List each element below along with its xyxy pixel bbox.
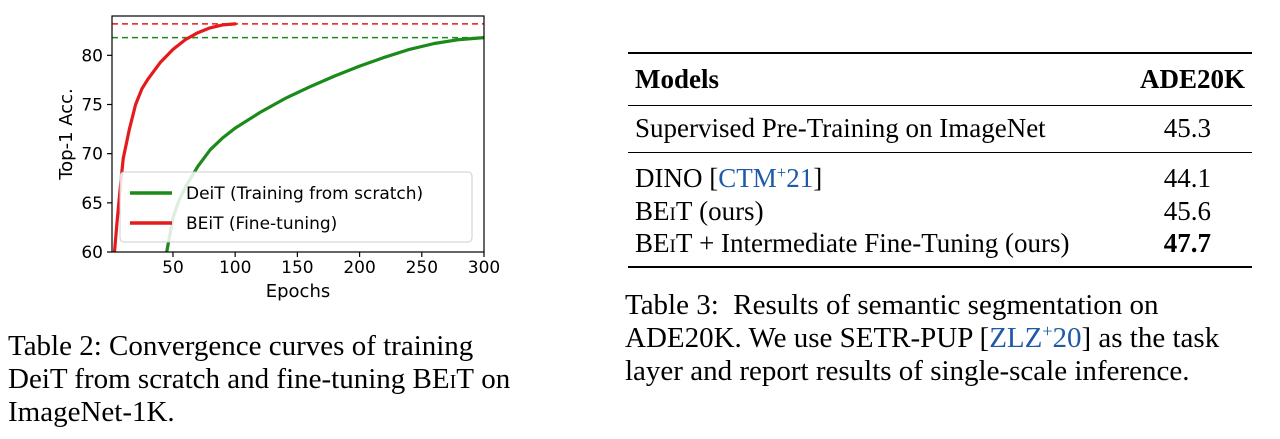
row-model-end: + Intermediate Fine-Tuning (ours) [692,228,1070,258]
plot-frame [111,15,485,253]
y-tick-label: 65 [81,194,103,214]
x-tick-label: 150 [281,258,313,278]
row-model: BEiT (ours) [635,196,764,226]
row-model-end: ] [813,163,823,193]
citation-year: 20 [1052,322,1082,354]
table3-caption-line3: layer and report results of single-scale… [625,355,1190,387]
y-tick-label: 80 [81,46,103,66]
x-tick-label: 300 [468,258,500,278]
row-model-end: (ours) [692,196,764,226]
table-header-rule [628,105,1252,106]
table-top-rule [628,52,1252,54]
y-tick-label: 70 [81,145,103,165]
table-row: Supervised Pre-Training on ImageNet 45.3 [635,112,1245,144]
y-axis-label: Top-1 Acc. [56,88,77,181]
table-row: BEiT (ours) 45.6 [635,195,1245,227]
y-tick-label: 60 [81,243,103,263]
citation-year: 21 [786,163,814,193]
beit-smallcaps: EiT [653,196,693,226]
x-tick-label: 250 [406,258,438,278]
citation-text: ZLZ [989,322,1043,354]
table2-caption: Table 2: Convergence curves of training … [8,330,568,429]
citation-link[interactable]: CTM+21 [718,163,813,193]
table3-caption-line2-text: ADE20K. We use SETR-PUP [ [625,322,990,354]
row-model: Supervised Pre-Training on ImageNet [635,113,1046,143]
table3-caption-line2-end: ] as the task [1081,322,1220,354]
citation-text: CTM [718,163,777,193]
table2-caption-line2: DeiT from scratch and fine-tuning BEiT o… [8,363,568,396]
y-tick-label: 75 [81,96,103,116]
chart-svg: 50 100 150 200 250 300 60 65 70 75 80 Epochs Top-1 A… [56,15,500,302]
table2-caption-line2-text: DeiT from scratch and fine-tuning B [8,363,432,395]
row-model: DINO [CTM+21] [635,163,822,193]
table3-caption-line2: ADE20K. We use SETR-PUP [ZLZ+20] as the … [625,322,1275,355]
table-mid-rule [628,152,1252,153]
row-value: 45.6 [1163,196,1211,226]
table2-caption-line2-end: on [473,363,511,395]
row-value: 45.3 [1163,113,1211,143]
beit-smallcaps: EiT [431,363,474,395]
table3-caption-line1: Table 3: Results of semantic segmentatio… [625,289,1159,321]
x-axis-label: Epochs [266,281,331,302]
x-tick-label: 50 [162,258,184,278]
row-model: BEiT + Intermediate Fine-Tuning (ours) [635,228,1070,258]
row-model-b: B [635,228,654,258]
table2-caption-line3: ImageNet-1K. [8,396,175,428]
x-tick-label: 200 [343,258,375,278]
table-header-row: Models ADE20K [635,63,1245,95]
legend-label: BEiT (Fine-tuning) [186,214,337,234]
legend-label: DeiT (Training from scratch) [186,184,423,204]
row-value-best: 47.7 [1163,228,1211,258]
row-model-text: DINO [ [635,163,719,193]
table-row: DINO [CTM+21] 44.1 [635,162,1245,194]
x-tick-label: 100 [219,258,251,278]
convergence-chart: 50 100 150 200 250 300 60 65 70 75 80 Epochs Top-1 A… [0,0,520,310]
header-ade20k: ADE20K [1139,64,1245,94]
table-bottom-rule [628,266,1252,268]
citation-sup: + [1042,321,1053,342]
citation-link[interactable]: ZLZ+20 [989,322,1081,354]
row-model-b: B [635,196,654,226]
row-value: 44.1 [1163,163,1211,193]
legend-box [119,171,473,243]
table-row: BEiT + Intermediate Fine-Tuning (ours) 4… [635,227,1245,259]
table2-caption-line1: Table 2: Convergence curves of training [8,330,474,362]
table3-caption: Table 3: Results of semantic segmentatio… [625,289,1275,388]
header-models: Models [635,64,719,94]
citation-sup: + [776,162,787,182]
beit-smallcaps: EiT [653,228,693,258]
